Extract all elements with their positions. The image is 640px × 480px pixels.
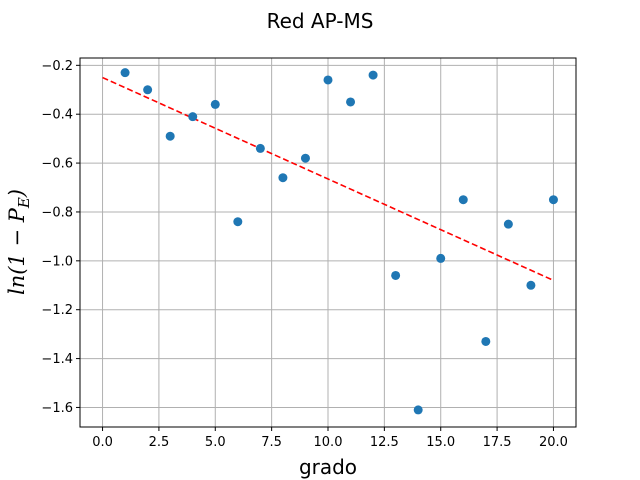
data-point (120, 68, 130, 78)
data-point (188, 112, 198, 122)
x-tick-label: 15.0 (426, 435, 455, 450)
data-point (526, 280, 536, 290)
data-point (233, 217, 243, 227)
x-axis-ticks: 0.0 2.5 5.0 7.5 10.0 12.5 15.0 17.5 20.0 (92, 427, 568, 450)
data-point (548, 195, 558, 205)
data-point (300, 153, 310, 163)
x-tick-label: 2.5 (149, 435, 170, 450)
y-tick-label: −1.6 (41, 401, 73, 416)
data-point (368, 70, 378, 80)
data-point (503, 219, 513, 229)
trend-line-layer (102, 76, 554, 282)
x-tick-label: 5.0 (205, 435, 226, 450)
y-tick-label: −0.6 (41, 157, 73, 172)
data-point (165, 131, 175, 141)
data-point (210, 99, 220, 109)
data-point (323, 75, 333, 85)
data-point (143, 85, 153, 95)
scatter-points (120, 68, 558, 415)
y-tick-label: −1.2 (41, 303, 73, 318)
y-tick-label: −0.2 (41, 59, 73, 74)
data-point (458, 195, 468, 205)
data-point (481, 336, 491, 346)
grid (80, 58, 576, 427)
chart-title: Red AP-MS (267, 9, 374, 33)
y-tick-label: −1.4 (41, 352, 73, 367)
x-tick-label: 12.5 (370, 435, 399, 450)
y-axis-label: ln(1 − PE) (5, 189, 33, 295)
x-tick-label: 7.5 (261, 435, 282, 450)
y-tick-label: −0.8 (41, 205, 73, 220)
data-point (346, 97, 356, 107)
data-point (391, 270, 401, 280)
x-tick-label: 20.0 (539, 435, 568, 450)
x-tick-label: 17.5 (483, 435, 512, 450)
y-tick-label: −1.0 (41, 254, 73, 269)
data-point (255, 143, 265, 153)
data-point (413, 405, 423, 415)
x-tick-label: 10.0 (314, 435, 343, 450)
data-point (436, 253, 446, 263)
trend-line (102, 76, 554, 282)
x-axis-label: grado (299, 455, 357, 479)
y-axis-ticks: −0.2 −0.4 −0.6 −0.8 −1.0 −1.2 −1.4 −1.6 (41, 59, 80, 416)
x-tick-label: 0.0 (92, 435, 113, 450)
data-point (278, 173, 288, 183)
y-tick-label: −0.4 (41, 108, 73, 123)
